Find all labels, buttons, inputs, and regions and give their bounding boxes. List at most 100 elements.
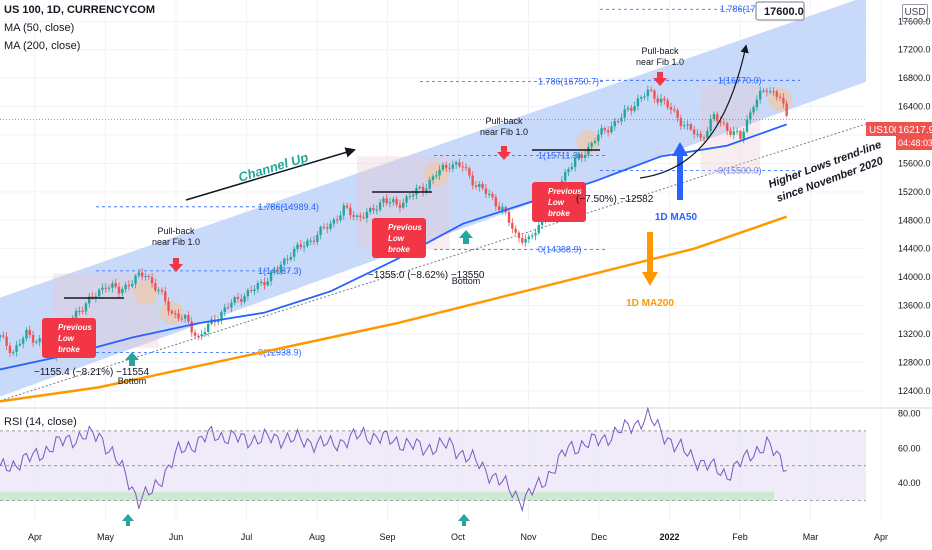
y-tick-label: 14400.0: [898, 244, 931, 254]
rsi-line: [0, 406, 787, 513]
candle-body: [623, 109, 626, 118]
candle-body: [663, 98, 666, 101]
candle-body: [216, 320, 220, 323]
candle-body: [762, 90, 765, 92]
candle-body: [564, 172, 567, 181]
candle-body: [765, 90, 769, 92]
candle-body: [587, 146, 590, 156]
candle-body: [160, 290, 164, 292]
candle-body: [359, 215, 362, 218]
candle-body: [484, 188, 488, 194]
candle-body: [673, 109, 676, 111]
candle-body: [193, 332, 197, 336]
candle-body: [567, 169, 570, 173]
ma200-line: [0, 215, 788, 403]
candle-body: [616, 121, 620, 123]
pullback-label: Pull-back: [641, 46, 679, 56]
candle-body: [200, 334, 203, 337]
candle-body: [421, 186, 425, 192]
candle-body: [759, 90, 762, 100]
candle-body: [445, 164, 448, 168]
candle-body: [385, 198, 388, 204]
candle-body: [768, 91, 772, 93]
time-axis[interactable]: Apr May Jun Jul Aug Sep Oct Nov Dec 2022 Feb Mar Apr: [28, 532, 888, 542]
candle-body: [289, 256, 293, 260]
pullback-marker: [653, 72, 667, 86]
candle-body: [74, 310, 78, 318]
candle-body: [263, 281, 266, 286]
candle-body: [372, 208, 375, 211]
candle-body: [471, 175, 474, 186]
candle-body: [388, 202, 392, 204]
candle-body: [124, 284, 127, 290]
x-tick-label: Aug: [309, 532, 325, 542]
higher-lows-trendline: [0, 123, 867, 402]
target-price-box: 17600.0: [755, 1, 805, 21]
currency-badge[interactable]: USD: [902, 4, 928, 22]
x-tick-label: May: [97, 532, 115, 542]
candle-body: [739, 131, 742, 139]
candle-body: [345, 205, 349, 208]
candle-body: [772, 91, 775, 93]
x-tick-label: Nov: [520, 532, 537, 542]
candle-body: [127, 284, 131, 287]
candle-body: [355, 215, 359, 217]
price-badge-countdown: 04:48:03: [898, 138, 932, 148]
pullback-label: Pull-back: [485, 116, 523, 126]
candle-body: [478, 183, 481, 188]
rsi-pane: 40.00 60.00 80.00: [0, 406, 921, 526]
candle-body: [782, 97, 785, 104]
pullback-label: Pull-back: [157, 226, 195, 236]
candle-body: [729, 130, 732, 135]
candle-body: [395, 199, 398, 205]
y-tick-label: 13200.0: [898, 329, 931, 339]
candle-body: [573, 158, 577, 167]
price-badge-symbol: US100: [869, 125, 900, 136]
price-axis[interactable]: 12400.0 12800.0 13200.0 13600.0 14000.0 14400…: [898, 16, 931, 395]
candle-body: [669, 107, 673, 110]
candle-body: [309, 240, 312, 242]
candle-body: [689, 124, 693, 130]
candle-body: [147, 276, 150, 278]
candle-body: [649, 89, 653, 91]
candle-body: [283, 258, 286, 265]
candle-body: [534, 233, 537, 236]
candle-body: [368, 208, 372, 212]
rsi-support-zone: [0, 491, 774, 501]
previous-low-label: Previous: [58, 323, 92, 332]
candle-body: [177, 313, 180, 319]
candle-body: [778, 96, 782, 98]
ma200-arrow: [642, 232, 658, 286]
candle-body: [296, 244, 299, 249]
candle-body: [111, 283, 114, 288]
candle-body: [38, 338, 41, 342]
candle-body: [0, 335, 2, 338]
candle-body: [719, 121, 722, 123]
y-tick-label: 12800.0: [898, 357, 931, 367]
previous-low-label: Previous: [548, 187, 582, 196]
candle-body: [173, 313, 177, 315]
candle-body: [144, 276, 147, 278]
candle-body: [170, 311, 174, 314]
candle-body: [441, 164, 445, 170]
candle-body: [2, 335, 5, 337]
candle-body: [497, 206, 501, 211]
candle-body: [775, 91, 778, 97]
channel-band: [0, 0, 866, 397]
drop-label: −1355.0 (−8.62%) −13550: [368, 270, 485, 281]
x-tick-label: Apr: [28, 532, 42, 542]
candle-body: [735, 131, 739, 133]
drop-label: −1155.4 (−8.21%) −11554: [34, 367, 149, 378]
candle-body: [683, 125, 686, 127]
candle-body: [84, 303, 88, 312]
candles: [0, 85, 788, 362]
candle-body: [425, 188, 428, 192]
candle-body: [243, 296, 246, 302]
x-tick-label: Sep: [379, 532, 395, 542]
x-tick-label: Oct: [451, 532, 466, 542]
candle-body: [207, 323, 210, 332]
candle-body: [362, 217, 365, 219]
candle-body: [180, 318, 183, 320]
x-tick-label: Dec: [591, 532, 608, 542]
